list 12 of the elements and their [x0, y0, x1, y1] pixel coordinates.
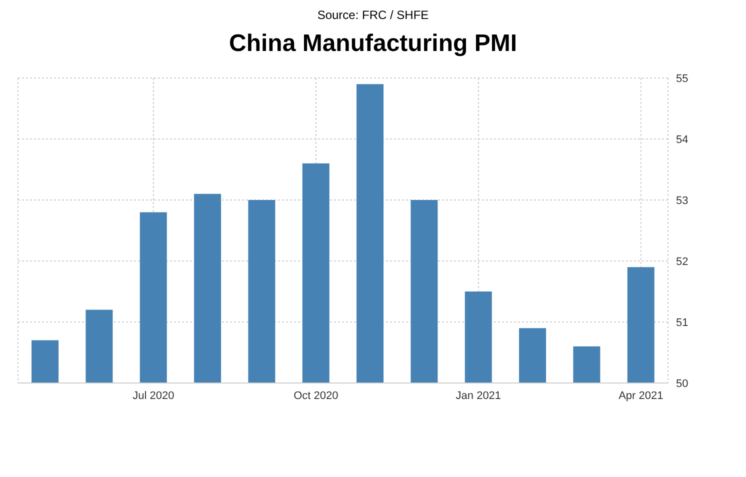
x-tick-label: Apr 2021	[618, 390, 664, 402]
y-tick-label: 50	[676, 378, 688, 390]
x-tick-label: Jul 2020	[132, 390, 174, 402]
y-tick-label: 52	[676, 256, 688, 268]
y-tick-label: 53	[676, 194, 688, 207]
chart-subtitle: Source: FRC / SHFE	[316, 8, 430, 22]
y-tick-label: 55	[676, 72, 688, 85]
x-tick-label: Oct 2020	[294, 390, 338, 402]
y-tick-label: 51	[676, 316, 688, 329]
chart-title: China Manufacturing PMI	[228, 30, 518, 58]
x-tick-label: Jan 2021	[456, 390, 502, 402]
y-tick-label: 54	[676, 134, 688, 146]
